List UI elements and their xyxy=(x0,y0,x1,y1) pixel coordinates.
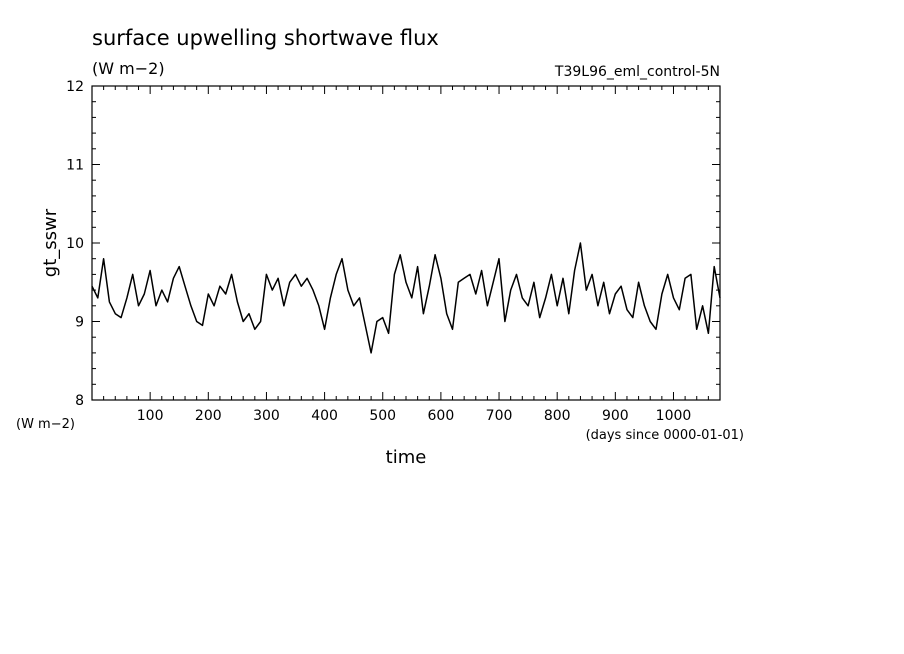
x-tick-label: 300 xyxy=(253,408,280,424)
x-axis-units: (days since 0000-01-01) xyxy=(586,428,744,443)
y-tick-label: 12 xyxy=(66,79,84,95)
chart-subtitle-units: (W m−2) xyxy=(92,59,165,78)
x-tick-label: 100 xyxy=(137,408,164,424)
y-axis-units: (W m−2) xyxy=(16,417,75,432)
x-tick-label: 500 xyxy=(369,408,396,424)
x-tick-label: 800 xyxy=(544,408,571,424)
y-axis-label: gt_sswr xyxy=(40,208,61,277)
x-tick-label: 200 xyxy=(195,408,222,424)
x-tick-label: 900 xyxy=(602,408,629,424)
y-tick-label: 11 xyxy=(66,158,84,174)
tick-marks xyxy=(92,85,720,401)
chart-title: surface upwelling shortwave flux xyxy=(92,26,439,50)
tick-labels: 100 200 300 400 500 600 700 800 900 1000 8 9 10 11 12 xyxy=(66,79,691,424)
experiment-label: T39L96_eml_control-5N xyxy=(554,64,720,80)
x-tick-label: 700 xyxy=(486,408,513,424)
x-axis-label: time xyxy=(386,447,427,468)
series-line xyxy=(91,242,721,354)
x-tick-label: 600 xyxy=(428,408,455,424)
y-tick-label: 9 xyxy=(75,315,84,331)
y-tick-label: 10 xyxy=(66,236,84,252)
plot-frame xyxy=(91,85,721,401)
x-tick-label: 1000 xyxy=(656,408,692,424)
y-tick-label: 8 xyxy=(75,393,84,409)
x-tick-label: 400 xyxy=(311,408,338,424)
